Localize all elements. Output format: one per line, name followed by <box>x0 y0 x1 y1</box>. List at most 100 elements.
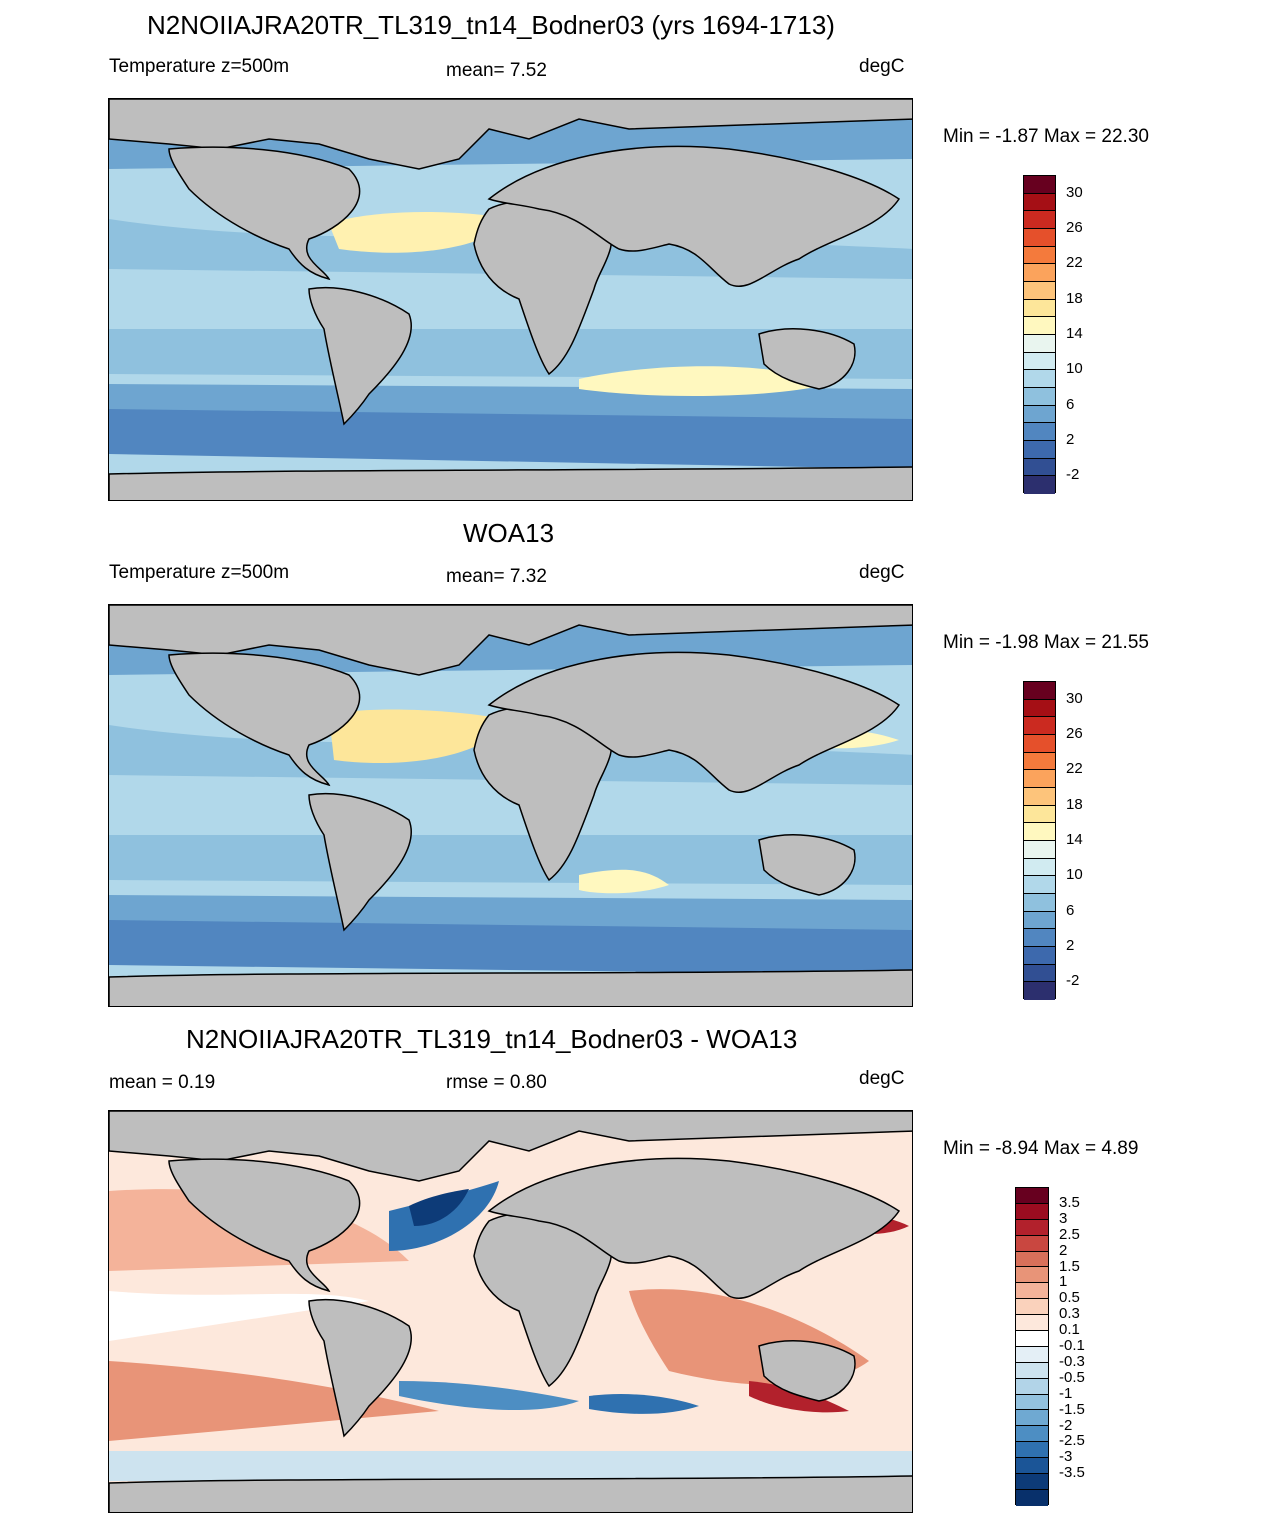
panel3-minmax: Min = -8.94 Max = 4.89 <box>943 1138 1139 1159</box>
colorbar-segment <box>1024 281 1055 300</box>
panel1-variable-label: Temperature z=500m <box>109 56 290 77</box>
colorbar-tick-label: 14 <box>1066 831 1083 848</box>
colorbar-tick-label: -1.5 <box>1059 1400 1085 1418</box>
colorbar-segment <box>1024 929 1055 947</box>
colorbar-segment <box>1024 982 1055 1000</box>
panel1-map <box>108 98 913 501</box>
colorbar-segment <box>1024 334 1055 353</box>
colorbar-tick-label: 30 <box>1066 689 1083 707</box>
colorbar-tick-label: 2 <box>1066 431 1075 448</box>
colorbar-segment <box>1016 1315 1048 1332</box>
colorbar-segment <box>1024 752 1055 771</box>
colorbar-segment <box>1016 1203 1048 1220</box>
colorbar-tick-label: 10 <box>1066 360 1083 378</box>
colorbar-segment <box>1024 858 1055 877</box>
panel1-minmax: Min = -1.87 Max = 22.30 <box>943 126 1149 147</box>
colorbar-tick-label: -2 <box>1066 466 1080 484</box>
colorbar-tick-label: -2 <box>1059 1416 1073 1434</box>
panel1-units-label: degC <box>859 56 905 77</box>
colorbar-segment <box>1016 1362 1048 1379</box>
colorbar-tick-label: -2.5 <box>1059 1432 1085 1450</box>
colorbar-segment <box>1024 176 1055 194</box>
colorbar-segment <box>1024 405 1055 424</box>
colorbar-tick-label: 2.5 <box>1059 1225 1080 1243</box>
colorbar-tick-label: 6 <box>1066 901 1075 919</box>
colorbar-tick-label: 26 <box>1066 725 1083 742</box>
colorbar-tick-label: 3.5 <box>1059 1193 1080 1211</box>
colorbar-tick-label: 0.5 <box>1059 1289 1080 1307</box>
panel1-colorbar <box>1023 175 1056 494</box>
colorbar-segment <box>1016 1394 1048 1411</box>
panel1-mean-label: mean= 7.52 <box>446 60 547 81</box>
panel2-variable-label: Temperature z=500m <box>109 562 290 583</box>
panel2-map <box>108 604 913 1007</box>
colorbar-segment <box>1016 1188 1048 1204</box>
colorbar-segment <box>1016 1426 1048 1443</box>
colorbar-segment <box>1016 1489 1048 1506</box>
colorbar-segment <box>1024 317 1055 335</box>
colorbar-tick-label: 14 <box>1066 325 1083 342</box>
colorbar-tick-label: 6 <box>1066 395 1075 413</box>
colorbar-segment <box>1024 246 1055 265</box>
colorbar-segment <box>1024 352 1055 371</box>
colorbar-segment <box>1024 911 1055 930</box>
colorbar-segment <box>1016 1474 1048 1490</box>
colorbar-segment <box>1024 787 1055 806</box>
colorbar-segment <box>1016 1299 1048 1316</box>
colorbar-segment <box>1016 1283 1048 1300</box>
colorbar-segment <box>1024 893 1055 912</box>
colorbar-segment <box>1016 1219 1048 1236</box>
colorbar-tick-label: 18 <box>1066 289 1083 307</box>
colorbar-segment <box>1024 476 1055 494</box>
panel3-mean-label: mean = 0.19 <box>109 1072 216 1093</box>
colorbar-tick-label: 10 <box>1066 866 1083 884</box>
colorbar-segment <box>1024 228 1055 247</box>
panel3-map <box>108 1110 913 1513</box>
colorbar-tick-label: 22 <box>1066 760 1083 778</box>
colorbar-segment <box>1016 1458 1048 1475</box>
colorbar-segment <box>1024 440 1055 459</box>
colorbar-tick-label: -3.5 <box>1059 1464 1085 1482</box>
colorbar-segment <box>1024 717 1055 735</box>
colorbar-segment <box>1016 1442 1048 1459</box>
colorbar-tick-label: 1 <box>1059 1273 1068 1291</box>
colorbar-tick-label: 30 <box>1066 183 1083 201</box>
colorbar-segment <box>1016 1267 1048 1284</box>
panel3-rmse-label: rmse = 0.80 <box>446 1072 547 1093</box>
colorbar-segment <box>1024 211 1055 229</box>
colorbar-segment <box>1024 699 1055 718</box>
colorbar-segment <box>1024 370 1055 388</box>
colorbar-segment <box>1016 1346 1048 1363</box>
colorbar-segment <box>1024 840 1055 859</box>
colorbar-tick-label: 18 <box>1066 795 1083 813</box>
colorbar-tick-label: -1 <box>1059 1384 1073 1402</box>
colorbar-segment <box>1024 423 1055 441</box>
colorbar-tick-label: 2 <box>1066 937 1075 954</box>
colorbar-segment <box>1024 770 1055 788</box>
colorbar-segment <box>1024 964 1055 983</box>
colorbar-tick-label: -3 <box>1059 1448 1073 1466</box>
colorbar-segment <box>1024 682 1055 700</box>
panel1-title: N2NOIIAJRA20TR_TL319_tn14_Bodner03 (yrs … <box>147 10 835 40</box>
colorbar-segment <box>1016 1235 1048 1252</box>
colorbar-tick-label: 26 <box>1066 219 1083 236</box>
colorbar-segment <box>1024 876 1055 894</box>
colorbar-tick-label: -0.3 <box>1059 1352 1085 1370</box>
colorbar-segment <box>1016 1410 1048 1427</box>
panel3-title: N2NOIIAJRA20TR_TL319_tn14_Bodner03 - WOA… <box>186 1024 798 1054</box>
colorbar-segment <box>1024 805 1055 824</box>
panel2-units-label: degC <box>859 562 905 583</box>
colorbar-segment <box>1024 193 1055 212</box>
colorbar-tick-label: -2 <box>1066 972 1080 990</box>
panel2-title: WOA13 <box>463 518 555 548</box>
colorbar-segment <box>1016 1251 1048 1268</box>
colorbar-tick-label: 0.3 <box>1059 1305 1080 1323</box>
colorbar-tick-label: 3 <box>1059 1209 1068 1227</box>
colorbar-tick-label: 1.5 <box>1059 1257 1080 1275</box>
panel2-minmax: Min = -1.98 Max = 21.55 <box>943 632 1149 653</box>
panel3-colorbar <box>1015 1187 1049 1506</box>
panel3-units-label: degC <box>859 1068 905 1089</box>
colorbar-tick-label: 2 <box>1059 1241 1068 1259</box>
colorbar-tick-label: 22 <box>1066 254 1083 272</box>
colorbar-segment <box>1024 299 1055 318</box>
